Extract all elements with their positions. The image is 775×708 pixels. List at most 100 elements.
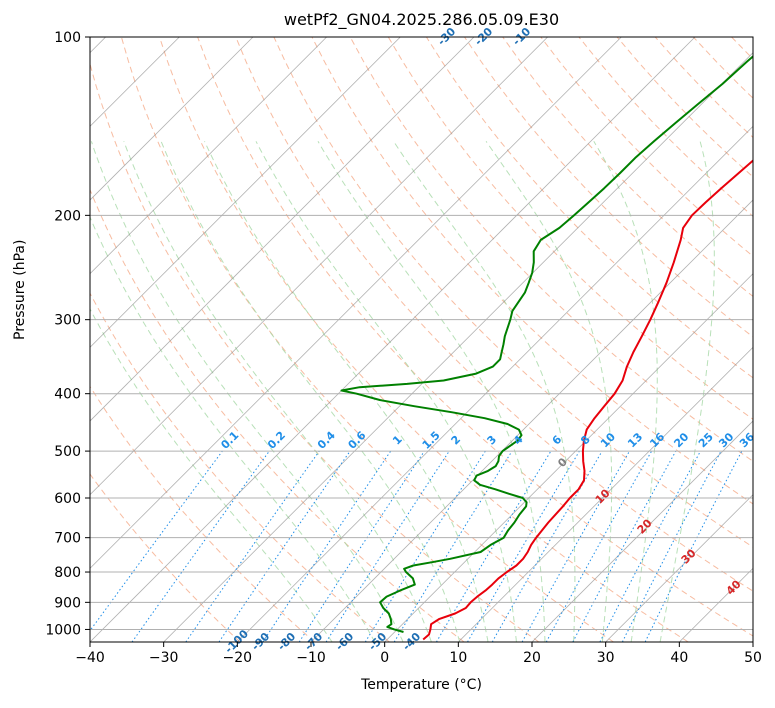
- x-tick-label: −30: [149, 650, 179, 666]
- dry-adiabat: [159, 37, 689, 642]
- mixing-ratio-line: [298, 450, 425, 642]
- x-tick-label: −40: [75, 650, 105, 666]
- isotherm: [90, 37, 475, 422]
- isotherm: [310, 199, 753, 642]
- mixing-ratio-label: 0.2: [265, 429, 288, 452]
- y-tick-label: 600: [54, 491, 81, 507]
- y-tick-label: 900: [54, 595, 81, 611]
- moist-adiabat: [90, 141, 404, 642]
- mixing-ratio-label: 25: [696, 430, 716, 450]
- mixing-ratio-line: [131, 450, 270, 642]
- x-tick-label: −10: [296, 650, 326, 666]
- dewpoint-line: [340, 55, 753, 633]
- mixing-ratio-line: [262, 450, 392, 642]
- mixing-ratio-line: [218, 450, 351, 642]
- moist-adiabat: [317, 141, 546, 642]
- dry-adiabat: [770, 37, 775, 642]
- y-tick-label: 300: [54, 313, 81, 329]
- dry-adiabat: [235, 37, 753, 592]
- dry-adiabat: [311, 37, 753, 505]
- isotherm: [163, 52, 753, 642]
- isotherm-label: 30: [679, 546, 699, 566]
- dry-adiabat: [349, 37, 753, 462]
- x-tick-label: 50: [744, 650, 762, 666]
- moist-adiabat: [90, 215, 376, 642]
- plot-frame: [89, 36, 754, 643]
- dry-adiabat: [90, 188, 465, 642]
- dry-adiabat: [90, 473, 241, 642]
- x-tick-label: 10: [449, 650, 467, 666]
- mixing-ratio-line: [393, 450, 513, 642]
- mixing-ratio-line: [90, 450, 223, 632]
- dry-adiabat: [273, 37, 753, 548]
- mixing-ratio-line: [572, 450, 677, 642]
- x-tick-label: 20: [523, 650, 541, 666]
- dry-adiabat: [387, 37, 753, 420]
- y-tick-label: 400: [54, 387, 81, 403]
- x-tick-label: 40: [670, 650, 688, 666]
- isotherm: [90, 37, 622, 569]
- mixing-ratio-label: 36: [737, 430, 757, 450]
- mixing-ratio-label: 0.1: [218, 429, 241, 452]
- mixing-ratio-label: 1: [390, 433, 405, 448]
- y-tick-label: 800: [54, 565, 81, 581]
- isotherm: [458, 346, 753, 642]
- isotherm: [90, 37, 254, 201]
- y-axis-label: Pressure (hPa): [12, 239, 28, 340]
- dry-adiabat: [464, 37, 753, 338]
- mixing-ratio-line: [621, 450, 722, 642]
- moist-adiabat: [123, 141, 432, 642]
- background-lines: [90, 37, 775, 642]
- mixing-ratio-label: 1.5: [420, 429, 443, 452]
- isotherm: [531, 420, 753, 642]
- mixing-ratio-label: 8: [578, 433, 593, 448]
- isotherm: [752, 641, 753, 642]
- mixing-ratio-label: 10: [598, 430, 618, 450]
- isotherm: [90, 37, 548, 496]
- x-tick-label: 0: [380, 650, 389, 666]
- dry-adiabat: [90, 62, 540, 642]
- temperature-line: [422, 159, 753, 641]
- x-axis-label: Temperature (°C): [361, 677, 482, 693]
- mixing-ratio-label: 20: [671, 430, 691, 450]
- dry-adiabat: [120, 37, 614, 642]
- isotherm: [384, 273, 753, 642]
- mixing-ratio-label: 0.6: [346, 429, 369, 452]
- moist-adiabat: [593, 141, 658, 642]
- y-tick-label: 1000: [45, 622, 81, 638]
- mixing-ratio-label: 16: [647, 430, 667, 450]
- y-tick-label: 200: [54, 208, 81, 224]
- mixing-ratio-label: 0.4: [315, 429, 338, 452]
- isotherm: [605, 494, 753, 642]
- y-tick-label: 500: [54, 444, 81, 460]
- dry-adiabat: [90, 292, 390, 642]
- mixing-ratio-line: [325, 450, 450, 642]
- mixing-ratio-line: [545, 450, 653, 642]
- isotherm: [237, 125, 753, 642]
- isotherm: [90, 37, 327, 275]
- isotherm-label: 0: [555, 455, 570, 470]
- mixing-ratio-line: [521, 450, 630, 642]
- dry-adiabat: [425, 37, 753, 379]
- dry-adiabat: [90, 385, 316, 642]
- moist-adiabat: [393, 141, 576, 642]
- isotherm: [90, 37, 696, 642]
- y-tick-label: 100: [54, 30, 81, 46]
- x-tick-label: −20: [223, 650, 253, 666]
- axes: −40 −30 −20 −10 0 10 20 30 40 5010020030040050060…: [45, 30, 762, 666]
- line-labels: -100-90 -80 -70 -60 -50 -40-30 -20 -100.1 0.2 0.4…: [218, 25, 757, 656]
- mixing-ratio-label: 2: [449, 433, 464, 448]
- y-tick-label: 700: [54, 531, 81, 547]
- isotherm: [90, 37, 401, 348]
- pressure-grid: [90, 37, 753, 630]
- mixing-ratio-line: [599, 450, 701, 642]
- dry-adiabat: [502, 37, 753, 298]
- mixing-ratio-label: 3: [485, 433, 500, 448]
- mixing-ratio-line: [185, 450, 320, 642]
- chart-title: wetPf2_GN04.2025.286.05.09.E30: [283, 10, 560, 29]
- x-tick-label: 30: [597, 650, 615, 666]
- isotherm-label: 10: [593, 486, 613, 506]
- dry-adiabat: [692, 37, 753, 99]
